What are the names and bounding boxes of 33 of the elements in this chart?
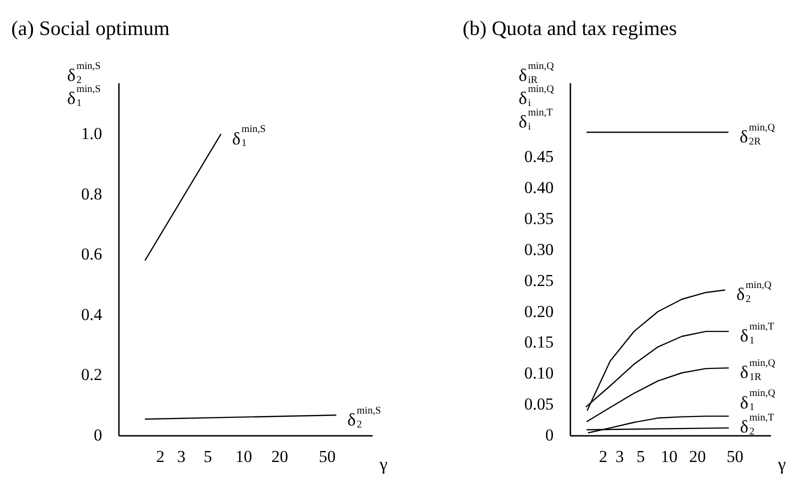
x-tick-label: 2 xyxy=(156,446,165,466)
chart-title: (b) Quota and tax regimes xyxy=(462,18,677,40)
y-tick-label: 0.2 xyxy=(81,365,102,384)
y-tick-label: 0.05 xyxy=(524,394,554,414)
x-tick-label: 2 xyxy=(598,446,608,466)
x-tick-label: 50 xyxy=(726,446,744,466)
y-tick-label: 0.4 xyxy=(81,304,103,324)
x-tick-label: 3 xyxy=(177,446,186,466)
x-tick-label: 5 xyxy=(204,446,212,466)
y-tick-label: 0.40 xyxy=(524,178,554,198)
chart-title: (a) Social optimum xyxy=(11,18,170,40)
y-tick-label: 0.45 xyxy=(524,147,554,166)
y-tick-label: 0 xyxy=(545,425,554,444)
y-tick-label: 0.6 xyxy=(81,244,102,264)
y-tick-label: 0.10 xyxy=(524,364,554,383)
y-tick-label: 0.25 xyxy=(524,270,554,290)
x-axis-title: γ xyxy=(378,454,388,474)
x-tick-label: 10 xyxy=(660,446,678,466)
x-axis-title: γ xyxy=(776,454,786,474)
y-tick-label: 0.35 xyxy=(524,208,554,228)
y-tick-label: 0.30 xyxy=(524,240,554,259)
x-tick-label: 5 xyxy=(636,446,645,466)
x-tick-label: 20 xyxy=(271,446,288,466)
y-tick-label: 0.15 xyxy=(524,332,554,352)
x-tick-label: 50 xyxy=(318,446,336,466)
line-series xyxy=(586,367,730,422)
x-tick-label: 3 xyxy=(616,446,624,466)
x-tick-label: 20 xyxy=(689,446,706,466)
y-tick-label: 0 xyxy=(94,425,102,444)
y-tick-label: 0.8 xyxy=(81,184,102,204)
x-tick-label: 10 xyxy=(235,446,252,466)
y-tick-label: 0.20 xyxy=(524,302,554,321)
y-tick-label: 1.0 xyxy=(81,124,102,144)
